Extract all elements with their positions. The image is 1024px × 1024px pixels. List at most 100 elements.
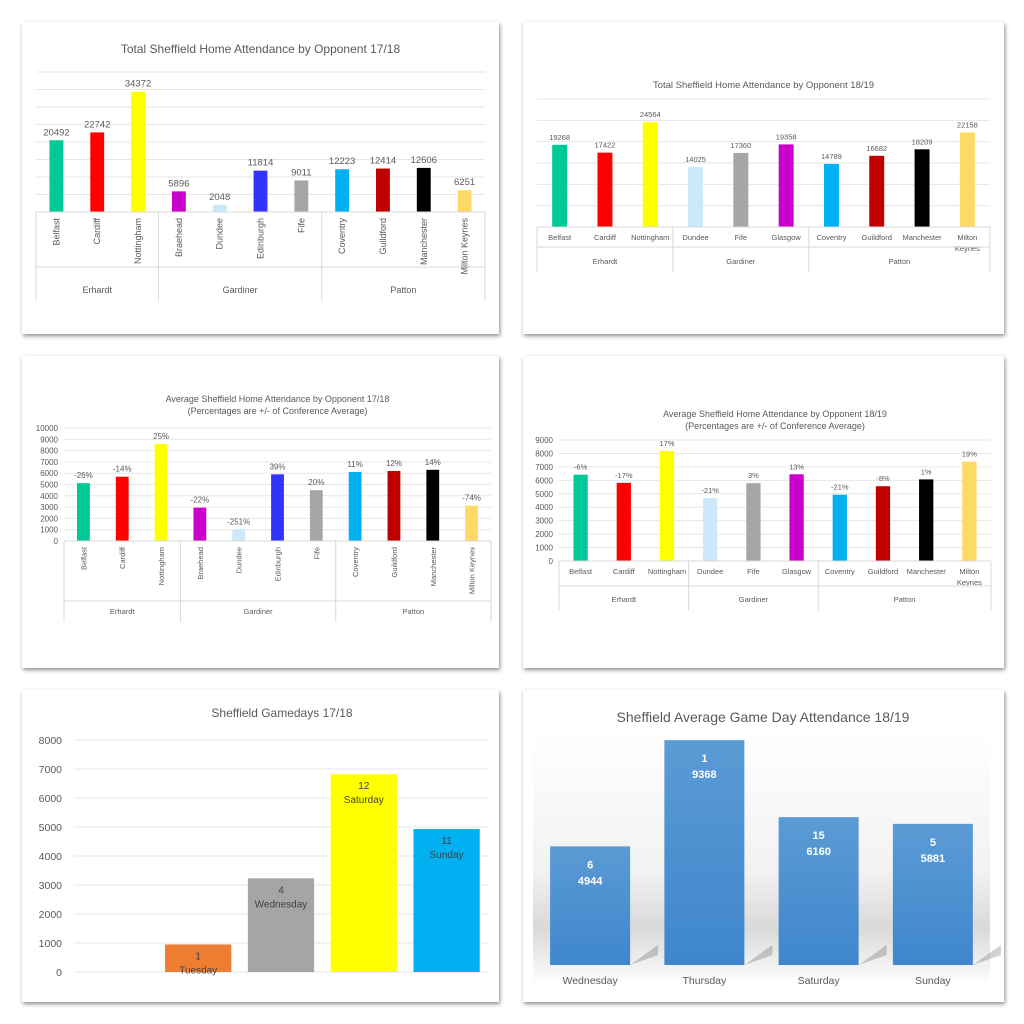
bar-belfast <box>552 144 568 227</box>
bar-edinburgh <box>271 474 284 541</box>
bar-coventry <box>348 471 362 541</box>
data-label: 20492 <box>43 127 69 138</box>
y-tick-label: 2000 <box>39 909 63 921</box>
category-label: Nottingham <box>631 233 669 242</box>
category-label: Saturday <box>798 975 841 987</box>
bar-shadow <box>744 945 773 965</box>
bar-nottingham <box>131 91 145 212</box>
chart-gamedays-1718: Sheffield Gamedays 17/18 0 1000 2000 3000 400… <box>39 706 488 979</box>
data-label-day: Sunday <box>430 850 464 861</box>
y-tick-label: 7000 <box>535 463 553 472</box>
chart-subtitle: (Percentages are +/- of Conference Avera… <box>685 421 865 431</box>
data-label: -6% <box>574 463 588 472</box>
category-label: Keynes <box>957 578 982 587</box>
bar-nottingham <box>154 443 168 541</box>
category-label: Cardiff <box>118 546 127 569</box>
data-label: 12606 <box>411 155 437 166</box>
bar-dundee <box>703 498 718 561</box>
data-label-games: 11 <box>441 836 452 847</box>
bar-guildford <box>376 168 390 212</box>
y-tick-label: 7000 <box>40 458 58 467</box>
y-tick-label: 1000 <box>535 544 553 553</box>
bar-braehead <box>171 191 186 212</box>
bar-manchester <box>416 167 431 212</box>
data-label: 17360 <box>730 141 751 150</box>
bar-belfast <box>77 483 90 541</box>
y-tick-label: 4000 <box>39 851 63 863</box>
category-label: Milton <box>957 233 977 242</box>
data-label-games: 1 <box>701 753 707 765</box>
data-label: 6251 <box>454 177 475 188</box>
category-label: Braehead <box>196 547 205 580</box>
category-label: Cardiff <box>92 218 102 245</box>
data-label: 24564 <box>640 110 661 119</box>
data-label: 22742 <box>84 119 110 130</box>
category-label: Edinburgh <box>256 218 266 259</box>
bar-nottingham <box>659 450 675 561</box>
bar-dundee <box>212 204 227 212</box>
bar-glasgow <box>778 144 794 227</box>
category-label: Nottingham <box>157 547 166 585</box>
y-tick-label: 3000 <box>535 517 553 526</box>
y-tick-label: 7000 <box>39 764 63 776</box>
y-tick-label: 8000 <box>535 449 553 458</box>
bar-coventry <box>832 494 847 561</box>
y-tick-label: 8000 <box>39 735 63 747</box>
data-label: 17422 <box>595 141 616 150</box>
category-label: Dundee <box>682 233 708 242</box>
data-label: 11% <box>347 460 362 469</box>
data-label-day: Saturday <box>344 795 384 806</box>
data-label-value: 9368 <box>692 769 716 781</box>
y-tick-label: 0 <box>54 537 59 546</box>
bar-milton-keynes <box>962 461 977 561</box>
category-label: Glasgow <box>772 233 802 242</box>
y-tick-label: 4000 <box>40 492 58 501</box>
bar-edinburgh <box>253 170 268 212</box>
bar-guildford <box>387 470 401 541</box>
y-tick-label: 2000 <box>535 530 553 539</box>
chart-title: Sheffield Average Game Day Attendance 18… <box>617 709 910 725</box>
data-label-games: 1 <box>195 951 201 962</box>
bar-fife <box>294 180 309 212</box>
data-label: 3% <box>748 471 759 480</box>
data-label: 1% <box>921 467 932 476</box>
bar-glasgow <box>789 474 804 561</box>
category-label: Belfast <box>548 233 572 242</box>
bar-nottingham <box>642 122 658 227</box>
category-label: Belfast <box>79 546 88 570</box>
bar-milton-keynes <box>465 505 478 541</box>
data-label-games: 5 <box>930 837 936 849</box>
bar-cardiff <box>597 152 613 227</box>
data-label: 11814 <box>248 158 274 169</box>
y-tick-label: 4000 <box>535 503 553 512</box>
bar-cardiff <box>90 132 105 212</box>
category-label: Dundee <box>235 547 244 573</box>
category-label: Cardiff <box>594 233 617 242</box>
bar-guildford <box>875 486 891 561</box>
category-label: Fife <box>296 218 306 233</box>
bar-fife <box>746 483 761 561</box>
chart-panel-gameday-avg-1819: Sheffield Average Game Day Attendance 18… <box>523 690 1004 1002</box>
bar-coventry <box>823 163 839 227</box>
bar-shadow <box>858 945 887 965</box>
y-tick-label: 0 <box>56 967 62 979</box>
category-label: Milton Keynes <box>468 547 477 594</box>
category-label: Dundee <box>215 218 225 250</box>
category-label: Braehead <box>174 218 184 257</box>
bar-shadow <box>972 945 1001 965</box>
data-label: -8% <box>876 474 890 483</box>
category-label: Wednesday <box>562 975 618 987</box>
bar-manchester <box>914 149 930 227</box>
bar-sunday <box>892 823 973 965</box>
chart-gameday-avg-1819: Sheffield Average Game Day Attendance 18… <box>533 709 1001 987</box>
category-label: Cardiff <box>613 567 636 576</box>
data-label: 17% <box>659 439 674 448</box>
category-label: Coventry <box>816 233 846 242</box>
y-tick-label: 8000 <box>40 447 58 456</box>
chart-title: Average Sheffield Home Attendance by Opp… <box>663 409 887 419</box>
chart-panel-total-1718: Total Sheffield Home Attendance by Oppon… <box>22 22 499 334</box>
chart-avg-1718: Average Sheffield Home Attendance by Opp… <box>36 394 492 622</box>
bar-coventry <box>335 169 350 212</box>
chart-panel-avg-1819: Average Sheffield Home Attendance by Opp… <box>523 356 1004 668</box>
bar-milton-keynes <box>959 132 975 227</box>
